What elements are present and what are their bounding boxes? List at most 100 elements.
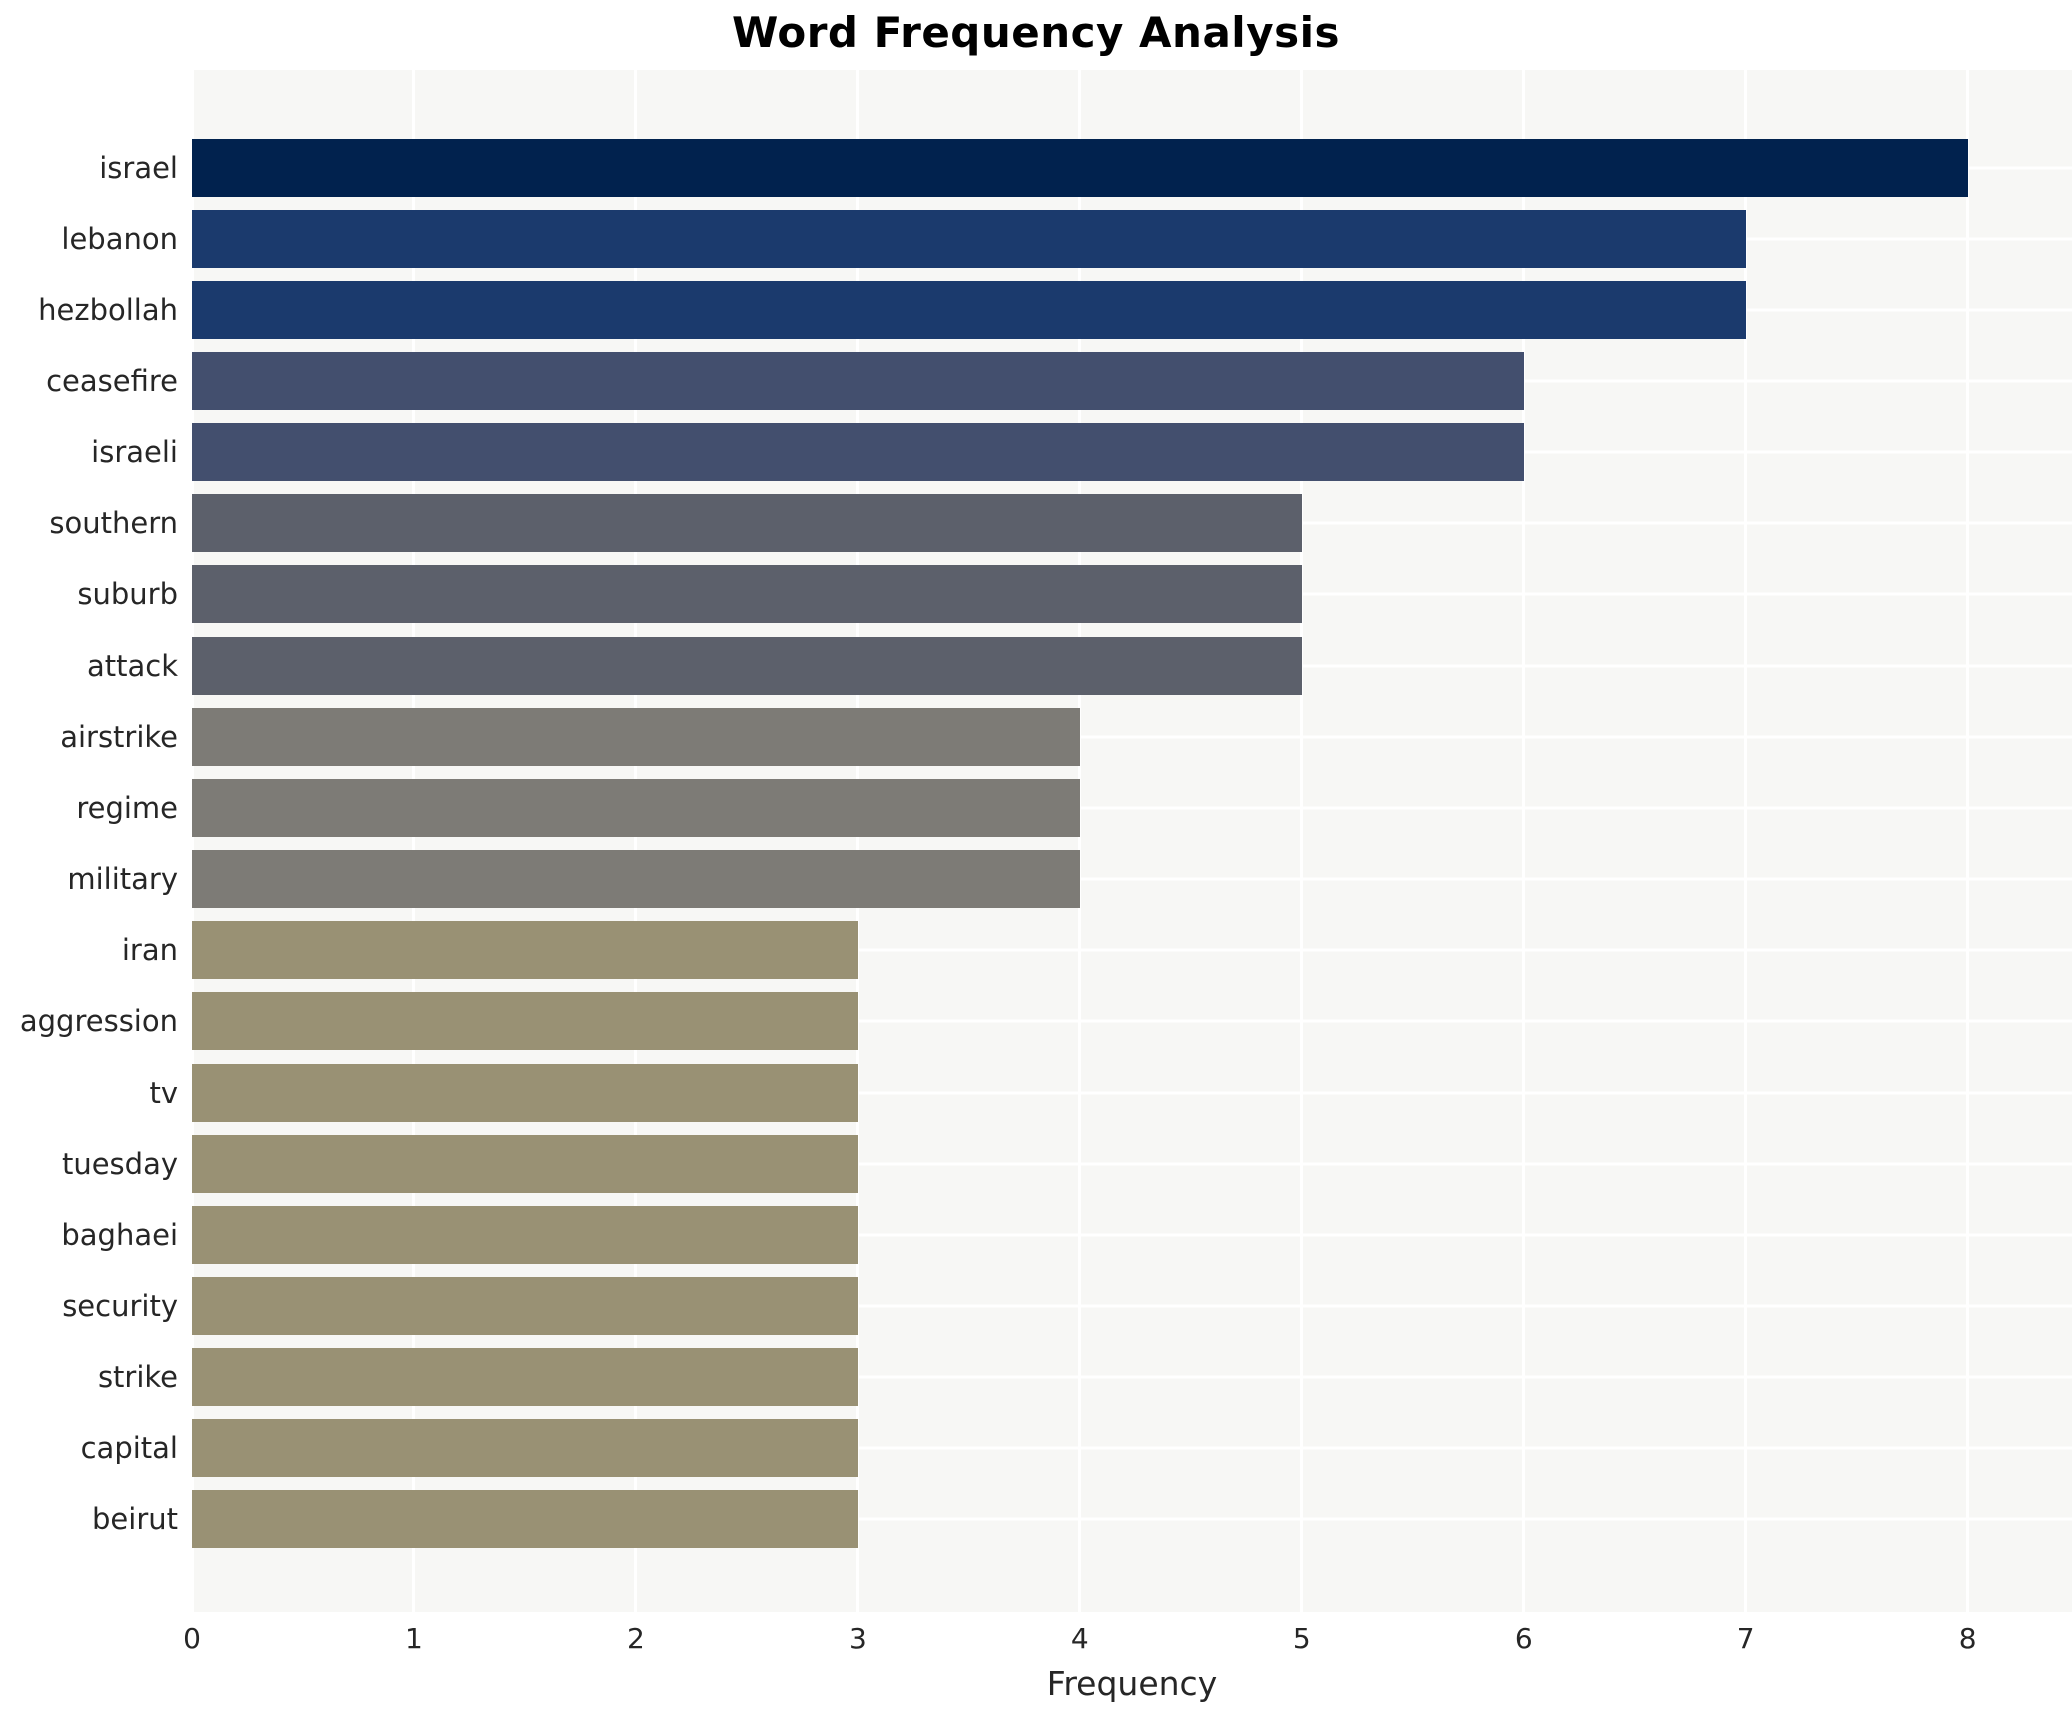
horizontal-gridline [192, 806, 2072, 810]
bar-track [192, 1413, 2072, 1484]
bar-track [192, 1057, 2072, 1128]
frequency-bar [192, 992, 858, 1051]
horizontal-gridline [192, 1091, 2072, 1095]
x-tick-label: 2 [626, 1622, 645, 1655]
bar-track [192, 630, 2072, 701]
vertical-gridline [1744, 70, 1748, 1612]
x-tick-label: 1 [405, 1622, 423, 1655]
bar-track [192, 274, 2072, 345]
bar-track [192, 488, 2072, 559]
frequency-bar [192, 850, 1080, 909]
bar-row: capital [0, 1413, 2072, 1484]
frequency-bar [192, 707, 1080, 766]
horizontal-gridline [192, 1517, 2072, 1521]
x-tick-label: 6 [1514, 1622, 1533, 1655]
category-label: israeli [91, 435, 178, 470]
x-tick-label: 3 [848, 1622, 867, 1655]
x-tick-label: 8 [1958, 1622, 1977, 1655]
bar-row: southern [0, 488, 2072, 559]
bar-row: security [0, 1271, 2072, 1342]
bar-row: baghaei [0, 1199, 2072, 1270]
x-tick-label: 7 [1736, 1622, 1755, 1655]
horizontal-gridline [192, 1019, 2072, 1023]
bar-track [192, 844, 2072, 915]
frequency-bar [192, 209, 1746, 268]
frequency-bar [192, 423, 1524, 482]
bar-track [192, 915, 2072, 986]
frequency-bar [192, 921, 858, 980]
category-label: ceasefire [46, 363, 178, 398]
horizontal-gridline [192, 1304, 2072, 1308]
bar-track [192, 1128, 2072, 1199]
bar-row: iran [0, 915, 2072, 986]
vertical-gridline [856, 70, 860, 1612]
category-label: baghaei [61, 1217, 178, 1252]
bar-row: strike [0, 1342, 2072, 1413]
bar-row: military [0, 844, 2072, 915]
frequency-bar [192, 1134, 858, 1193]
category-label: tuesday [61, 1146, 178, 1181]
bar-row: suburb [0, 559, 2072, 630]
x-axis: 0 1 2 3 4 5 6 7 8 [183, 1622, 2072, 1660]
bar-row: lebanon [0, 203, 2072, 274]
frequency-bar [192, 778, 1080, 837]
bar-row: regime [0, 772, 2072, 843]
category-label: security [62, 1289, 178, 1323]
bar-track [192, 772, 2072, 843]
category-label: southern [49, 506, 178, 541]
x-axis-label: Frequency [1046, 1664, 1218, 1703]
frequency-bar [192, 494, 1302, 553]
category-label: airstrike [60, 719, 178, 754]
bar-row: hezbollah [0, 274, 2072, 345]
bar-row: israel [0, 132, 2072, 203]
category-label: suburb [77, 577, 178, 612]
category-label: beirut [92, 1502, 178, 1537]
frequency-bar [192, 565, 1302, 624]
x-tick-label: 4 [1070, 1622, 1089, 1655]
horizontal-gridline [192, 1162, 2072, 1166]
horizontal-gridline [192, 1375, 2072, 1379]
frequency-bar [192, 280, 1746, 339]
chart-title: Word Frequency Analysis [732, 8, 1340, 57]
vertical-gridline [634, 70, 638, 1612]
horizontal-gridline [192, 877, 2072, 881]
vertical-gridline [192, 70, 194, 1612]
bar-track [192, 986, 2072, 1057]
frequency-bar [192, 1277, 858, 1335]
bar-row: aggression [0, 986, 2072, 1057]
bar-track [192, 1484, 2072, 1555]
category-label: attack [86, 648, 178, 683]
x-tick-label: 5 [1292, 1622, 1311, 1655]
x-tick-label: 0 [183, 1622, 201, 1655]
frequency-bar [192, 1348, 858, 1407]
horizontal-gridline [192, 948, 2072, 952]
category-label: israel [99, 150, 178, 185]
frequency-bar [192, 1063, 858, 1122]
horizontal-gridline [192, 1446, 2072, 1450]
bar-row: beirut [0, 1484, 2072, 1555]
frequency-bar [192, 138, 1968, 197]
bar-track [192, 203, 2072, 274]
category-label: regime [76, 790, 178, 825]
vertical-gridline [412, 70, 416, 1612]
bar-row: airstrike [0, 701, 2072, 772]
bar-track [192, 417, 2072, 488]
bar-track [192, 1342, 2072, 1413]
frequency-bar [192, 636, 1302, 695]
bar-track [192, 1271, 2072, 1342]
bar-track [192, 1199, 2072, 1270]
bar-rows: israel lebanon hezbollah ceasefire israeli so… [0, 132, 2072, 1555]
vertical-gridline [1522, 70, 1526, 1612]
category-label: military [67, 862, 178, 897]
category-label: aggression [19, 1004, 178, 1039]
frequency-bar [192, 351, 1524, 410]
bar-track [192, 701, 2072, 772]
plot-region: israel lebanon hezbollah ceasefire israeli so… [0, 70, 2072, 1612]
bar-row: tv [0, 1057, 2072, 1128]
vertical-gridline [1300, 70, 1304, 1612]
horizontal-gridline [192, 1233, 2072, 1237]
category-label: hezbollah [38, 292, 178, 327]
bar-track [192, 559, 2072, 630]
bar-track [192, 132, 2072, 203]
